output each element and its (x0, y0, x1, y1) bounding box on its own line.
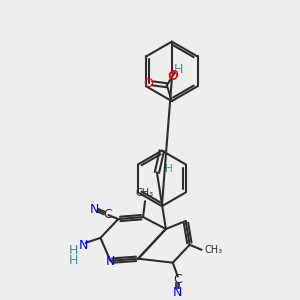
Text: H: H (69, 254, 78, 267)
Text: O: O (143, 77, 153, 90)
Text: C: C (173, 273, 182, 286)
Text: O: O (168, 69, 178, 82)
Text: H: H (165, 164, 173, 175)
Text: H: H (69, 244, 78, 257)
Text: N: N (173, 286, 182, 299)
Text: N: N (106, 255, 115, 268)
Text: H: H (174, 63, 183, 76)
Text: N: N (79, 239, 88, 252)
Text: CH₃: CH₃ (136, 188, 154, 198)
Text: O: O (167, 70, 177, 83)
Text: N: N (90, 202, 99, 216)
Text: CH₃: CH₃ (204, 245, 223, 255)
Text: C: C (103, 208, 112, 220)
